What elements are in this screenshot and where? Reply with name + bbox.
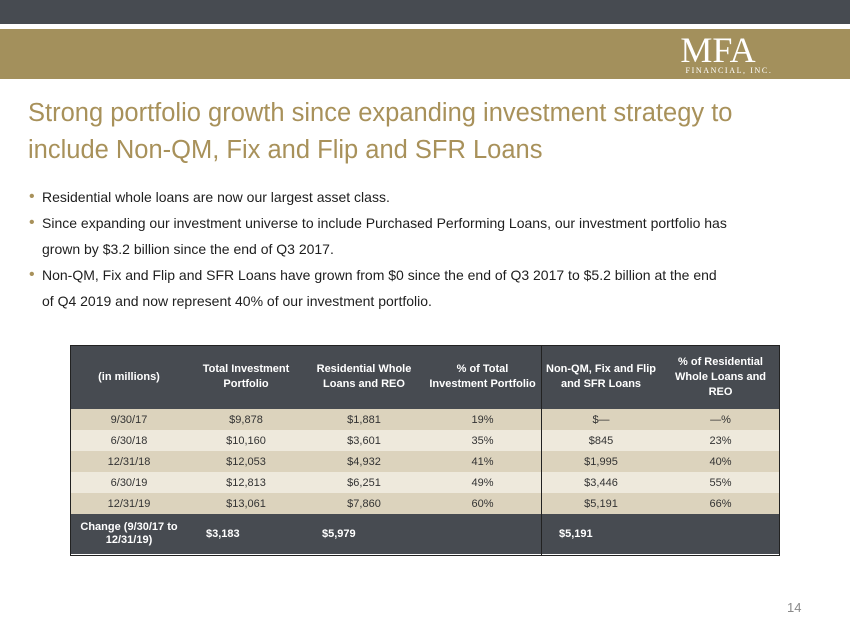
logo-main-text: MFA <box>680 30 756 70</box>
bullet-dot-icon: • <box>29 214 35 231</box>
table-cell: 12/31/18 <box>70 451 188 472</box>
table-cell: 12/31/19 <box>70 493 188 514</box>
slide-title-line-2: include Non-QM, Fix and Flip and SFR Loa… <box>28 136 543 164</box>
column-header: % of Total Investment Portfolio <box>424 345 541 409</box>
table-cell: 66% <box>661 493 780 514</box>
bullet-item: • Residential whole loans are now our la… <box>29 184 829 210</box>
column-header: (in millions) <box>70 345 188 409</box>
table-cell: 60% <box>424 493 541 514</box>
bullet-text: Since expanding our investment universe … <box>42 215 727 231</box>
bullet-dot-icon: • <box>29 188 35 205</box>
table-cell: $5,979 <box>304 514 424 554</box>
table-row: 6/30/19 $12,813 $6,251 49% $3,446 55% <box>70 472 780 493</box>
table-cell <box>424 514 541 554</box>
logo-sub-text: FINANCIAL, INC. <box>685 66 773 75</box>
table-cell: 6/30/19 <box>70 472 188 493</box>
bullet-item: • Non-QM, Fix and Flip and SFR Loans hav… <box>29 262 829 314</box>
table-cell: 55% <box>661 472 780 493</box>
bullet-dot-icon: • <box>29 266 35 283</box>
table-cell: $1,995 <box>541 451 661 472</box>
table-cell: $5,191 <box>541 493 661 514</box>
table-header-row: (in millions) Total Investment Portfolio… <box>70 345 780 409</box>
column-header: Non-QM, Fix and Flip and SFR Loans <box>541 345 661 409</box>
column-header: Residential Whole Loans and REO <box>304 345 424 409</box>
table-cell: 19% <box>424 409 541 430</box>
table-cell: $1,881 <box>304 409 424 430</box>
table-cell: —% <box>661 409 780 430</box>
header-band <box>0 29 850 79</box>
table-cell: $13,061 <box>188 493 304 514</box>
table-cell: $5,191 <box>541 514 661 554</box>
table-cell: Change (9/30/17 to 12/31/19) <box>70 514 188 554</box>
table-column-divider <box>541 345 542 556</box>
column-header: % of Residential Whole Loans and REO <box>661 345 780 409</box>
table-cell: 49% <box>424 472 541 493</box>
table-row: 9/30/17 $9,878 $1,881 19% $— —% <box>70 409 780 430</box>
table-cell: $3,446 <box>541 472 661 493</box>
table-cell: $10,160 <box>188 430 304 451</box>
table-cell: $9,878 <box>188 409 304 430</box>
table-total-row: Change (9/30/17 to 12/31/19) $3,183 $5,9… <box>70 514 780 554</box>
table-cell: $845 <box>541 430 661 451</box>
bullet-text: Residential whole loans are now our larg… <box>42 189 390 205</box>
bullet-text: Non-QM, Fix and Flip and SFR Loans have … <box>42 267 717 283</box>
company-logo: MFA FINANCIAL, INC. <box>658 30 778 75</box>
table-row: 12/31/19 $13,061 $7,860 60% $5,191 66% <box>70 493 780 514</box>
table-cell: 6/30/18 <box>70 430 188 451</box>
table-cell: $12,053 <box>188 451 304 472</box>
table-cell: 41% <box>424 451 541 472</box>
table-cell: $4,932 <box>304 451 424 472</box>
table-cell: $— <box>541 409 661 430</box>
table-cell: 23% <box>661 430 780 451</box>
table-cell: $3,601 <box>304 430 424 451</box>
table-cell: 40% <box>661 451 780 472</box>
bullet-list: • Residential whole loans are now our la… <box>29 184 829 314</box>
page-number: 14 <box>787 600 802 615</box>
table-row: 6/30/18 $10,160 $3,601 35% $845 23% <box>70 430 780 451</box>
table-cell <box>661 514 780 554</box>
table-cell: $6,251 <box>304 472 424 493</box>
slide-title: Strong portfolio growth since expanding … <box>28 95 828 169</box>
table-cell: $12,813 <box>188 472 304 493</box>
table-cell: $7,860 <box>304 493 424 514</box>
top-bar <box>0 0 850 24</box>
table-cell: 35% <box>424 430 541 451</box>
bullet-text: of Q4 2019 and now represent 40% of our … <box>42 293 432 309</box>
table-row: 12/31/18 $12,053 $4,932 41% $1,995 40% <box>70 451 780 472</box>
portfolio-table: (in millions) Total Investment Portfolio… <box>70 345 780 554</box>
column-header: Total Investment Portfolio <box>188 345 304 409</box>
table-cell: 9/30/17 <box>70 409 188 430</box>
slide-title-line-1: Strong portfolio growth since expanding … <box>28 99 733 127</box>
bullet-text: grown by $3.2 billion since the end of Q… <box>42 241 334 257</box>
bullet-item: • Since expanding our investment univers… <box>29 210 829 262</box>
table-cell: $3,183 <box>188 514 304 554</box>
